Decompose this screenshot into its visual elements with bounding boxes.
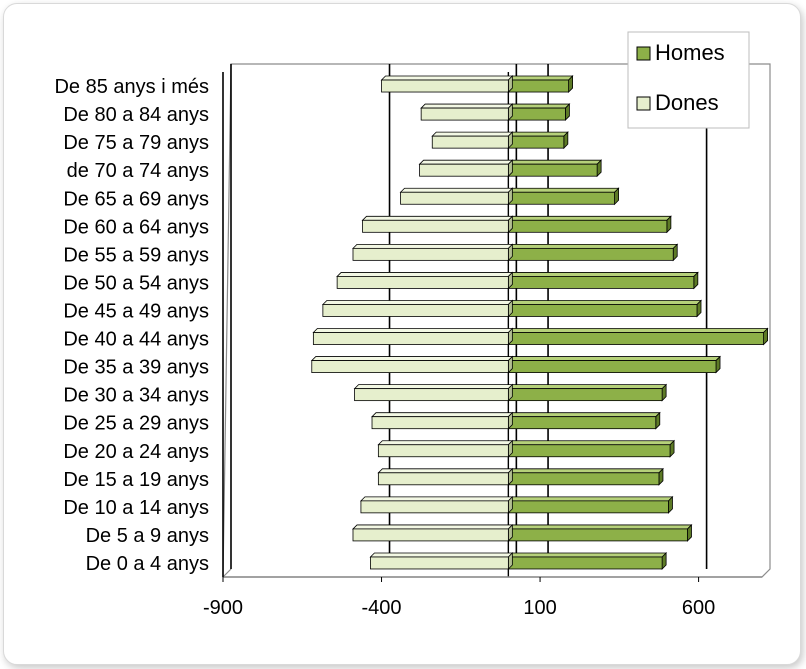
legend-label-homes: Homes [655,40,725,65]
bar-dones-de-85-anys-i-mes [380,75,514,93]
bar-dones-de-10-a-14-anys [359,495,514,514]
bar-homes-de-80-a-84-anys [507,103,571,122]
category-label-de-50-a-54-anys: De 50 a 54 anys [63,272,209,294]
category-label-de-40-a-44-anys: De 40 a 44 anys [63,329,209,351]
bar-homes-de-15-a-19-anys [507,467,664,486]
category-label-de-25-a-29-anys: De 25 a 29 anys [63,413,209,435]
category-label-de-45-a-49-anys: De 45 a 49 anys [63,300,209,322]
legend-label-dones: Dones [655,90,719,115]
bar-dones-de-65-a-69-anys [399,187,514,206]
bar-dones-de-50-a-54-anys [336,271,514,290]
category-label-de-80-a-84-anys: De 80 a 84 anys [63,104,209,126]
bar-homes-de-85-anys-i-mes [507,75,574,93]
bar-homes-de-10-a-14-anys [507,495,674,514]
bar-dones-de-70-a-74-anys [418,159,514,178]
bar-homes-de-65-a-69-anys [507,187,620,206]
bar-homes-de-75-a-79-anys [507,131,569,150]
bar-dones-de-55-a-59-anys [352,243,514,262]
category-label-de-0-a-4-anys: De 0 a 4 anys [86,553,209,575]
bar-homes-de-35-a-39-anys [507,355,721,374]
category-label-de-10-a-14-anys: De 10 a 14 anys [63,497,209,519]
bar-homes-de-0-a-4-anys [507,552,668,570]
category-label-de-15-a-19-anys: De 15 a 19 anys [63,469,209,491]
bar-dones-de-30-a-34-anys [353,383,514,402]
category-label-de-85-anys-i-mes: De 85 anys i més [54,76,209,98]
x-tick-label: -900 [203,597,243,619]
category-label-de-55-a-59-anys: De 55 a 59 anys [63,244,209,266]
bar-dones-de-15-a-19-anys [377,467,514,486]
bar-homes-de-70-a-74-anys [507,159,603,178]
legend-swatch-dones [636,96,651,111]
x-tick-label: -400 [362,597,402,619]
bar-dones-de-20-a-24-anys [377,439,514,458]
bar-homes-de-60-a-64-anys [507,215,672,234]
x-tick-label: 600 [682,597,715,619]
bar-dones-de-25-a-29-anys [371,411,514,430]
bar-homes-de-40-a-44-anys [507,327,769,346]
bar-dones-de-5-a-9-anys [352,523,514,542]
category-label-de-20-a-24-anys: De 20 a 24 anys [63,441,209,463]
bar-homes-de-55-a-59-anys [507,243,679,262]
bar-dones-de-35-a-39-anys [310,355,514,374]
bar-homes-de-50-a-54-anys [507,271,699,290]
bar-homes-de-25-a-29-anys [507,411,661,430]
category-label-de-30-a-34-anys: De 30 a 34 anys [63,385,209,407]
bar-dones-de-0-a-4-anys [369,552,514,570]
plot-floor-edge [222,568,232,578]
legend-swatch-homes [636,46,651,61]
x-tick-label: 100 [523,597,556,619]
bar-dones-de-75-a-79-anys [431,131,514,150]
category-label-de-5-a-9-anys: De 5 a 9 anys [86,525,209,547]
bar-dones-de-60-a-64-anys [361,215,514,234]
bar-homes-de-30-a-34-anys [507,383,668,402]
category-label-de-65-a-69-anys: De 65 a 69 anys [63,188,209,210]
category-label-de-60-a-64-anys: De 60 a 64 anys [63,216,209,238]
bar-dones-de-40-a-44-anys [312,327,514,346]
bar-homes-de-5-a-9-anys [507,523,693,542]
bar-dones-de-45-a-49-anys [321,299,514,318]
category-label-de-35-a-39-anys: De 35 a 39 anys [63,357,209,379]
bar-dones-de-80-a-84-anys [420,103,514,122]
category-label-de-70-a-74-anys: de 70 a 74 anys [67,160,209,182]
bar-homes-de-20-a-24-anys [507,439,676,458]
category-label-de-75-a-79-anys: De 75 a 79 anys [63,132,209,154]
bar-homes-de-45-a-49-anys [507,299,702,318]
